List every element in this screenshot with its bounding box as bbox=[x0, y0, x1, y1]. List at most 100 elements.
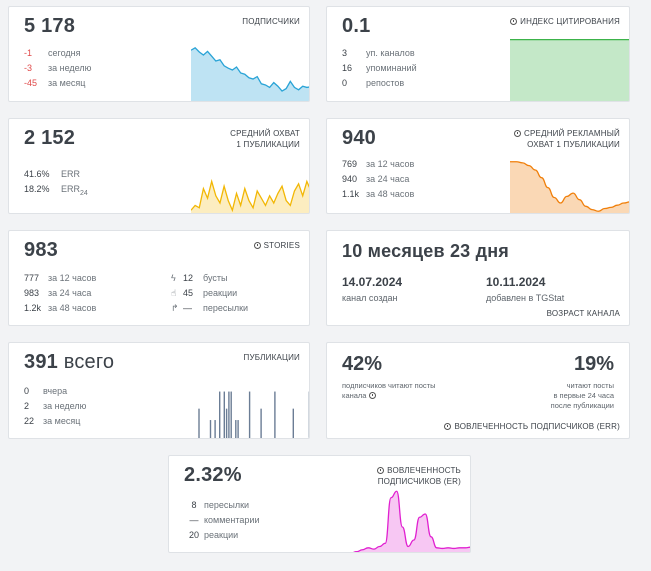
sparkline-area bbox=[510, 161, 629, 213]
reach-card[interactable]: 2 152 СРЕДНИЙ ОХВАТ 1 ПУБЛИКАЦИИ 41.6% ERR… bbox=[8, 118, 310, 214]
publications-stats: 0 вчера 2 за неделю 22 за месяц bbox=[24, 384, 86, 429]
sparkline-line bbox=[191, 46, 309, 92]
created-text: канал создан bbox=[342, 293, 398, 303]
stat-row: 41.6% ERR bbox=[24, 169, 81, 179]
reach-total: 2 152 bbox=[24, 127, 76, 149]
engagement-card[interactable]: 2.32% ВОВЛЕЧЕННОСТЬ ПОДПИСЧИКОВ (ER) 8 пер… bbox=[168, 455, 471, 553]
publication-bar bbox=[223, 391, 225, 438]
publications-card[interactable]: 391 всего ПУБЛИКАЦИИ 0 вчера 2 за неделю 2… bbox=[8, 342, 310, 439]
info-icon[interactable] bbox=[514, 130, 522, 137]
stat-row: -3 за неделю bbox=[24, 63, 92, 73]
created-date: 14.07.2024 bbox=[342, 275, 403, 289]
ad-reach-card[interactable]: 940 СРЕДНИЙ РЕКЛАМНЫЙ ОХВАТ 1 ПУБЛИКАЦИИ … bbox=[326, 118, 630, 214]
err-left-value: 42% bbox=[342, 353, 383, 375]
stat-row: 0 репостов bbox=[342, 78, 405, 88]
engagement-sparkline bbox=[353, 490, 470, 552]
stat-row: 983 за 24 часа bbox=[24, 288, 92, 298]
stories-card[interactable]: 983 STORIES 777 за 12 часов 983 за 24 часа… bbox=[8, 230, 310, 326]
ad-reach-sparkline bbox=[510, 161, 629, 213]
stat-row: 16 упоминаний bbox=[342, 63, 417, 73]
info-icon[interactable] bbox=[444, 423, 452, 430]
stat-row: 777 за 12 часов bbox=[24, 273, 97, 283]
stat-row: ↱ — пересылки bbox=[171, 301, 248, 316]
subscribers-label: ПОДПИСЧИКИ bbox=[242, 17, 300, 26]
sparkline-area bbox=[510, 39, 629, 101]
stat-row: 20 реакции bbox=[188, 530, 239, 540]
publication-bar bbox=[260, 408, 262, 438]
publication-bar bbox=[274, 391, 276, 438]
publication-bar bbox=[228, 391, 230, 438]
boost-icon: ϟ bbox=[171, 273, 176, 283]
stat-row: 2 за неделю bbox=[24, 401, 87, 411]
citation-sparkline bbox=[510, 38, 629, 101]
reach-stats: 41.6% ERR 18.2% ERR24 bbox=[24, 167, 88, 201]
publication-bar bbox=[308, 391, 309, 438]
err-card[interactable]: 42% подписчиков читают посты канала 19% ч… bbox=[326, 342, 630, 439]
sparkline-line bbox=[353, 490, 470, 552]
publication-bar bbox=[292, 408, 294, 438]
citation-stats: 3 уп. каналов 16 упоминаний 0 репостов bbox=[342, 46, 417, 91]
age-label: ВОЗРАСТ КАНАЛА bbox=[546, 309, 620, 318]
publications-total: 391 всего bbox=[24, 351, 115, 373]
subscribers-stats: -1 сегодня -3 за неделю -45 за месяц bbox=[24, 46, 91, 91]
engagement-stats: 8 пересылки — комментарии 20 реакции bbox=[184, 498, 260, 543]
publication-bar bbox=[198, 408, 200, 438]
stories-total: 983 bbox=[24, 239, 58, 261]
stat-row: 22 за месяц bbox=[24, 416, 81, 426]
subscribers-total: 5 178 bbox=[24, 15, 76, 37]
sparkline-area bbox=[191, 181, 309, 213]
err-label: ВОВЛЕЧЕННОСТЬ ПОДПИСЧИКОВ (ERR) bbox=[444, 421, 620, 432]
sparkline-line bbox=[510, 161, 629, 212]
info-icon[interactable] bbox=[377, 467, 385, 474]
added-date: 10.11.2024 bbox=[486, 275, 546, 289]
stat-row: -1 сегодня bbox=[24, 48, 81, 58]
publication-bar bbox=[235, 420, 237, 438]
citation-card[interactable]: 0.1 ИНДЕКС ЦИТИРОВАНИЯ 3 уп. каналов 16 уп… bbox=[326, 6, 630, 102]
ad-reach-stats: 769 за 12 часов 940 за 24 часа 1.1k за 48 ч… bbox=[342, 157, 414, 202]
stat-row: 18.2% ERR24 bbox=[24, 184, 88, 197]
publications-label: ПУБЛИКАЦИИ bbox=[243, 353, 300, 362]
sparkline-area bbox=[191, 47, 309, 101]
stat-row: -45 за месяц bbox=[24, 78, 86, 88]
info-icon[interactable] bbox=[253, 242, 261, 249]
stat-row: 1.1k за 48 часов bbox=[342, 189, 415, 199]
forward-icon: ↱ bbox=[171, 303, 179, 313]
publication-bar bbox=[248, 391, 251, 438]
reach-label: СРЕДНИЙ ОХВАТ 1 ПУБЛИКАЦИИ bbox=[230, 129, 300, 149]
stat-row: ☝ 45 реакции bbox=[171, 286, 248, 301]
citation-label: ИНДЕКС ЦИТИРОВАНИЯ bbox=[510, 16, 620, 27]
reach-sparkline bbox=[191, 178, 309, 213]
stories-label: STORIES bbox=[253, 240, 300, 251]
stat-row: 769 за 12 часов bbox=[342, 159, 415, 169]
publication-bar bbox=[214, 420, 216, 438]
info-icon[interactable] bbox=[510, 18, 518, 25]
publication-bar bbox=[219, 391, 221, 438]
subscribers-card[interactable]: 5 178 ПОДПИСЧИКИ -1 сегодня -3 за неделю -… bbox=[8, 6, 310, 102]
added-text: добавлен в TGStat bbox=[486, 293, 565, 303]
stat-row: 1.2k за 48 часов bbox=[24, 303, 97, 313]
publication-bar bbox=[209, 420, 212, 438]
publications-bar-chart bbox=[198, 391, 309, 438]
err-left-text: подписчиков читают посты канала bbox=[342, 381, 436, 400]
age-card[interactable]: 10 месяцев 23 дня 14.07.2024 канал созда… bbox=[326, 230, 630, 326]
engagement-label: ВОВЛЕЧЕННОСТЬ ПОДПИСЧИКОВ (ER) bbox=[377, 466, 461, 486]
publication-bar bbox=[225, 408, 228, 438]
stat-row: 8 пересылки bbox=[191, 500, 250, 510]
publication-bar bbox=[237, 420, 239, 438]
citation-total: 0.1 bbox=[342, 15, 371, 37]
stat-row: — комментарии bbox=[189, 515, 260, 525]
err-right-value: 19% bbox=[573, 353, 614, 375]
like-icon: ☝ bbox=[171, 288, 177, 298]
stat-row: 0 вчера bbox=[24, 386, 68, 396]
ad-reach-label: СРЕДНИЙ РЕКЛАМНЫЙ ОХВАТ 1 ПУБЛИКАЦИИ bbox=[514, 128, 620, 150]
ad-reach-total: 940 bbox=[342, 127, 376, 149]
age-total: 10 месяцев 23 дня bbox=[342, 241, 509, 261]
stories-stats: 777 за 12 часов 983 за 24 часа 1.2k за 48 ч… bbox=[24, 271, 96, 316]
err-right-text: читают посты в первые 24 часа после публик… bbox=[550, 381, 614, 410]
stat-row: ϟ 12 бусты bbox=[171, 271, 248, 286]
stories-extra-stats: ϟ 12 бусты ☝ 45 реакции ↱ — пересылки bbox=[171, 271, 248, 316]
subscribers-sparkline bbox=[191, 46, 309, 101]
publication-bar bbox=[230, 391, 232, 438]
info-icon[interactable] bbox=[368, 392, 376, 399]
stat-row: 3 уп. каналов bbox=[342, 48, 415, 58]
